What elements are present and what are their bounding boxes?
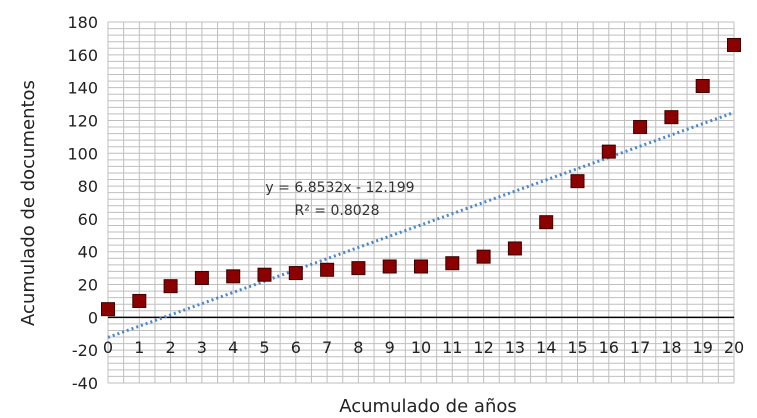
x-tick-label: 20 [724, 338, 744, 357]
data-point [132, 293, 147, 308]
data-point [414, 259, 428, 274]
data-point [664, 110, 679, 125]
y-tick-label: 100 [67, 144, 98, 163]
data-point [507, 241, 522, 256]
grid-lines [107, 21, 735, 384]
data-point [382, 259, 397, 274]
data-point [163, 279, 178, 294]
y-tick-label: 140 [67, 79, 98, 98]
data-point [445, 256, 460, 271]
x-tick-label: 2 [166, 338, 176, 357]
y-tick-label: 180 [67, 13, 98, 32]
y-tick-label: 120 [67, 111, 98, 130]
trendline [107, 111, 735, 339]
y-tick-label: 160 [67, 46, 98, 65]
data-points [101, 37, 741, 317]
x-tick-label: 7 [322, 338, 332, 357]
trendline-r2: R² = 0.8028 [295, 203, 380, 219]
data-point [476, 249, 491, 264]
y-tick-label: 40 [78, 243, 98, 262]
data-point [101, 302, 115, 317]
y-tick-label: -40 [72, 374, 98, 393]
x-tick-labels: 0 1 2 3 4 5 6 7 8 9 10 11 12 13 14 15 16 17 18 19 20 [103, 338, 744, 357]
x-tick-label: 16 [599, 338, 619, 357]
y-tick-label: 60 [78, 210, 98, 229]
y-axis-title: Acumulado de documentos [18, 80, 39, 326]
data-point [601, 144, 616, 159]
data-point [633, 120, 648, 135]
x-tick-label: 9 [385, 338, 395, 357]
x-tick-label: 8 [353, 338, 363, 357]
x-tick-label: 12 [473, 338, 493, 357]
y-tick-label: -20 [72, 341, 98, 360]
x-tick-label: 4 [228, 338, 238, 357]
data-point [539, 215, 554, 230]
x-tick-label: 5 [259, 338, 269, 357]
y-tick-label: 20 [78, 276, 98, 295]
y-tick-labels: -40 -20 0 20 40 60 80 100 120 140 160 180 [67, 13, 98, 393]
x-axis-title: Acumulado de años [339, 396, 517, 417]
x-tick-label: 15 [567, 338, 587, 357]
x-tick-label: 18 [661, 338, 681, 357]
x-tick-label: 10 [411, 338, 431, 357]
x-tick-label: 0 [103, 338, 113, 357]
data-point [727, 37, 741, 52]
x-tick-label: 19 [693, 338, 713, 357]
data-point [695, 78, 710, 93]
x-tick-label: 13 [505, 338, 525, 357]
trendline-equation: y = 6.8532x - 12.199 [265, 180, 414, 196]
x-tick-label: 6 [291, 338, 301, 357]
x-tick-label: 3 [197, 338, 207, 357]
x-tick-label: 11 [442, 338, 462, 357]
y-tick-label: 0 [88, 308, 98, 327]
data-point [257, 267, 272, 282]
data-point [320, 262, 335, 277]
y-tick-label: 80 [78, 177, 98, 196]
x-tick-label: 14 [536, 338, 556, 357]
data-point [194, 270, 209, 285]
data-point [351, 261, 366, 276]
data-point [570, 174, 585, 189]
data-point [288, 266, 303, 281]
x-tick-label: 17 [630, 338, 650, 357]
x-tick-label: 1 [134, 338, 144, 357]
data-point [226, 269, 241, 284]
